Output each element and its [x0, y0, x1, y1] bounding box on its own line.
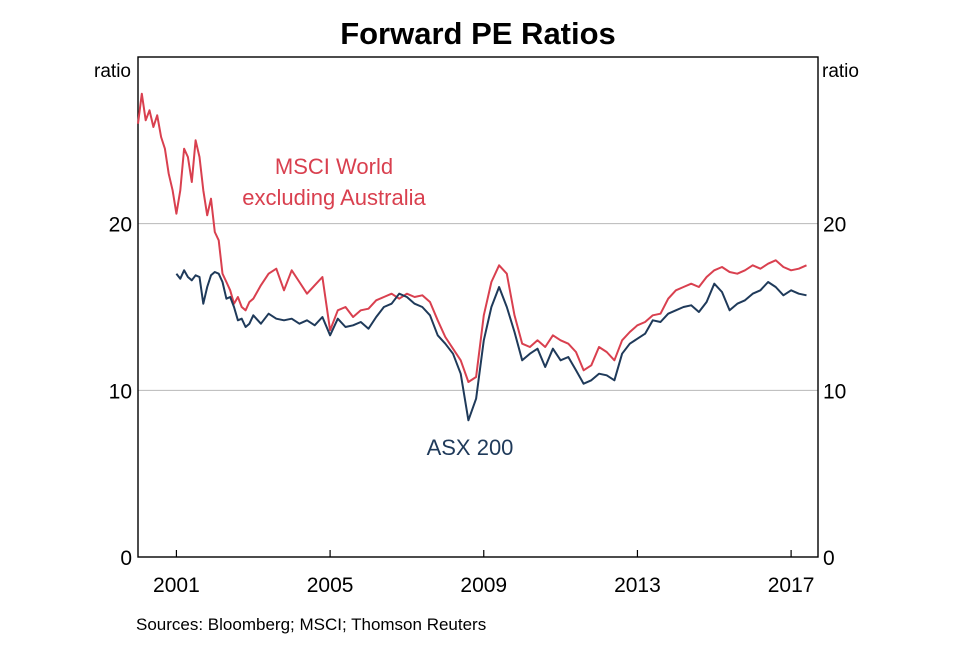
- series-label-msci-line1: MSCI World: [275, 154, 393, 179]
- y-axis-ticks: 0 0 10 10 20 20: [109, 214, 847, 570]
- y-tick-left-20: 20: [109, 214, 132, 237]
- x-axis-ticks: 2001 2005 2009 2013 2017: [153, 550, 814, 597]
- plot-frame: [137, 56, 819, 558]
- left-axis-unit: ratio: [94, 61, 131, 82]
- source-note: Sources: Bloomberg; MSCI; Thomson Reuter…: [136, 615, 486, 634]
- x-tick-label-2001: 2001: [153, 574, 200, 597]
- x-tick-label-2005: 2005: [307, 574, 354, 597]
- series-line-msci-world-ex-australia: [137, 92, 807, 383]
- x-tick-label-2017: 2017: [768, 574, 815, 597]
- chart-title: Forward PE Ratios: [340, 16, 616, 51]
- y-tick-left-10: 10: [109, 380, 132, 403]
- series-label-asx: ASX 200: [427, 435, 514, 460]
- right-axis-unit: ratio: [822, 61, 859, 82]
- series-line-asx-200: [175, 269, 807, 422]
- x-tick-label-2013: 2013: [614, 574, 661, 597]
- y-tick-right-20: 20: [823, 214, 846, 237]
- y-tick-right-0: 0: [823, 547, 835, 570]
- y-tick-left-0: 0: [120, 547, 132, 570]
- x-tick-label-2009: 2009: [460, 574, 507, 597]
- y-tick-right-10: 10: [823, 380, 846, 403]
- series-label-msci-line2: excluding Australia: [242, 185, 426, 210]
